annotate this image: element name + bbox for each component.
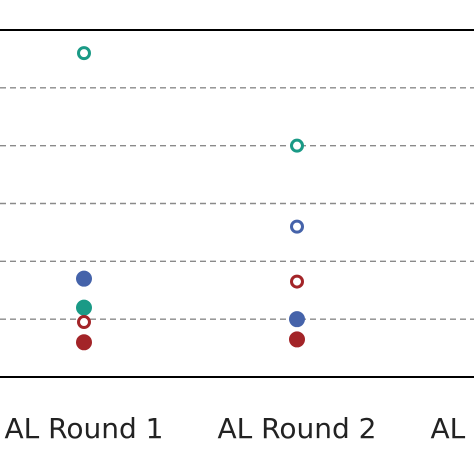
filled-marker-point: [76, 334, 92, 351]
plot-frame: [0, 29, 474, 378]
filled-marker-point: [289, 331, 305, 348]
open-marker-point: [77, 315, 91, 330]
x-tick-label: AL Round 3: [431, 412, 474, 445]
filled-marker-point: [289, 311, 305, 328]
open-marker-point: [77, 46, 91, 61]
open-marker-point: [290, 138, 304, 153]
x-tick-label: AL Round 2: [218, 412, 377, 445]
filled-marker-point: [76, 299, 92, 316]
open-marker-point: [290, 274, 304, 289]
open-marker-point: [290, 219, 304, 234]
filled-marker-point: [76, 270, 92, 287]
grid-lines: [0, 87, 474, 320]
x-tick-labels: AL Round 1 AL Round 2 AL Round 3: [5, 412, 474, 445]
data-points: [76, 46, 305, 351]
x-tick-label: AL Round 1: [5, 412, 164, 445]
